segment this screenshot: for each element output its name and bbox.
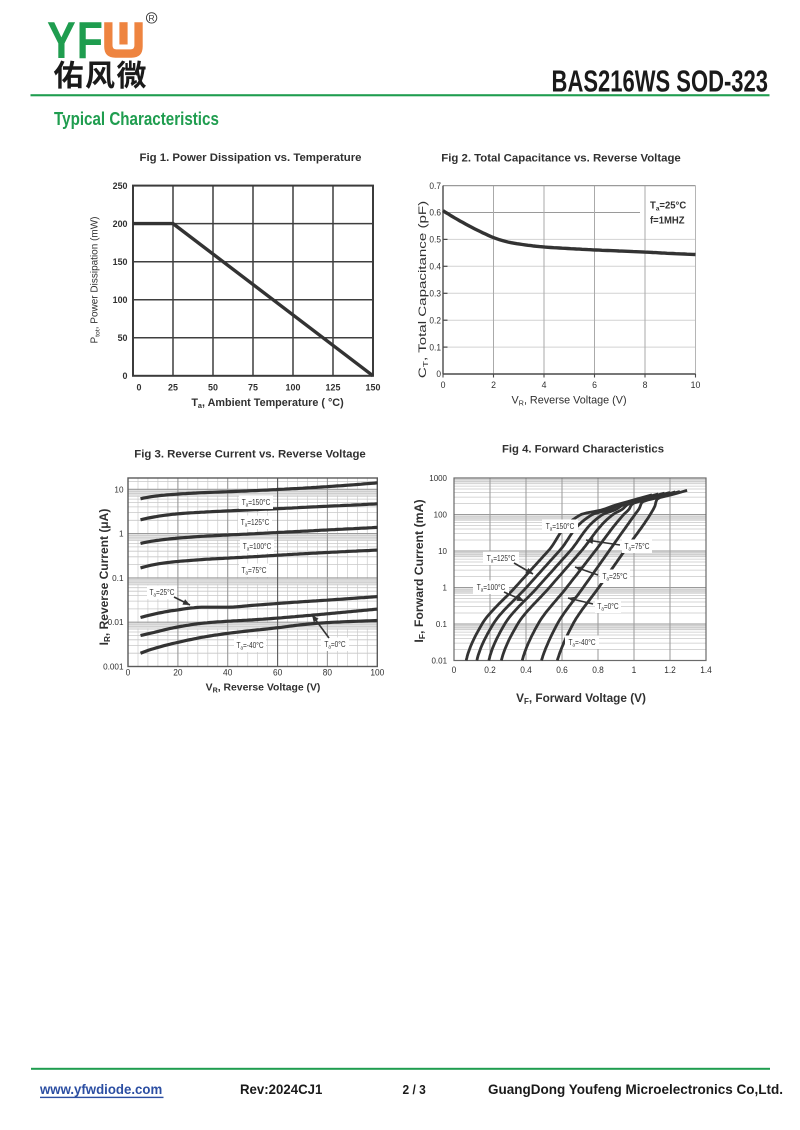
svg-text:Ta=75°C: Ta=75°C	[242, 565, 268, 576]
svg-text:Ta, Ambient Temperature ( °C): Ta, Ambient Temperature ( °C)	[191, 397, 344, 410]
svg-text:75: 75	[248, 382, 258, 392]
svg-text:0.01: 0.01	[108, 617, 124, 627]
svg-text:1: 1	[119, 528, 124, 538]
svg-text:0.001: 0.001	[103, 661, 124, 671]
svg-text:20: 20	[173, 667, 182, 677]
svg-text:100: 100	[370, 667, 384, 677]
svg-text:Ta=25°C: Ta=25°C	[150, 587, 176, 598]
svg-text:VF, Forward Voltage (V): VF, Forward Voltage (V)	[516, 691, 646, 706]
svg-text:0.6: 0.6	[429, 207, 441, 217]
svg-text:10: 10	[438, 547, 447, 556]
svg-text:10: 10	[114, 484, 123, 494]
svg-text:CT, Total Capacitance (pF): CT, Total Capacitance (pF)	[416, 201, 430, 378]
svg-text:IR, Reverse Current (μA): IR, Reverse Current (μA)	[97, 509, 112, 646]
svg-text:IF, Forward Current (mA): IF, Forward Current (mA)	[412, 499, 427, 642]
svg-text:100: 100	[434, 510, 448, 519]
svg-text:0: 0	[452, 665, 457, 675]
svg-text:Ta=75°C: Ta=75°C	[625, 541, 651, 552]
svg-text:GuangDong Youfeng Microelectro: GuangDong Youfeng Microelectronics Co,Lt…	[488, 1082, 783, 1097]
svg-text:150: 150	[366, 382, 381, 392]
svg-text:1: 1	[632, 665, 637, 675]
svg-text:Fig 2. Total Capacitance vs. R: Fig 2. Total Capacitance vs. Reverse Vol…	[441, 153, 681, 165]
svg-text:0: 0	[441, 380, 446, 390]
svg-text:200: 200	[113, 219, 128, 229]
svg-text:www.yfwdiode.com: www.yfwdiode.com	[39, 1082, 162, 1097]
svg-text:0.1: 0.1	[112, 573, 124, 583]
svg-text:Fig 1. Power Dissipation vs. T: Fig 1. Power Dissipation vs. Temperature	[140, 152, 362, 164]
svg-text:Ta=150°C: Ta=150°C	[242, 497, 271, 508]
svg-text:100: 100	[286, 382, 301, 392]
svg-text:Ta=0°C: Ta=0°C	[597, 601, 619, 612]
svg-text:Ta=-40°C: Ta=-40°C	[568, 637, 596, 648]
svg-text:25: 25	[168, 382, 178, 392]
svg-text:Ptot, Power Dissipation (mW): Ptot, Power Dissipation (mW)	[90, 216, 102, 343]
svg-text:0: 0	[123, 371, 128, 381]
svg-text:250: 250	[113, 181, 128, 191]
svg-text:80: 80	[323, 667, 332, 677]
svg-text:Ta=100°C: Ta=100°C	[477, 582, 506, 593]
svg-text:0.7: 0.7	[429, 181, 441, 191]
svg-text:1.2: 1.2	[664, 665, 676, 675]
svg-text:Ta=25°C: Ta=25°C	[650, 200, 686, 212]
svg-text:BAS216WS SOD-323: BAS216WS SOD-323	[552, 64, 768, 99]
svg-text:0.1: 0.1	[436, 620, 448, 629]
svg-text:Fig 4. Forward Characteristics: Fig 4. Forward Characteristics	[502, 444, 664, 456]
svg-text:R: R	[149, 13, 155, 23]
svg-text:2: 2	[491, 380, 496, 390]
svg-text:0.4: 0.4	[520, 665, 532, 675]
svg-text:Typical Characteristics: Typical Characteristics	[54, 109, 219, 130]
svg-text:Ta=125°C: Ta=125°C	[241, 517, 270, 528]
svg-text:1.4: 1.4	[700, 665, 712, 675]
svg-text:0.01: 0.01	[431, 656, 447, 665]
svg-text:2 / 3: 2 / 3	[403, 1083, 426, 1098]
svg-text:Fig 3. Reverse Current vs. Rev: Fig 3. Reverse Current vs. Reverse Volta…	[134, 449, 366, 461]
svg-text:60: 60	[273, 667, 282, 677]
svg-text:4: 4	[542, 380, 547, 390]
svg-text:0.3: 0.3	[429, 288, 441, 298]
svg-text:6: 6	[592, 380, 597, 390]
svg-text:0: 0	[436, 369, 441, 379]
svg-text:YF: YF	[47, 12, 104, 70]
svg-text:0.4: 0.4	[429, 261, 441, 271]
svg-text:0.2: 0.2	[429, 315, 441, 325]
svg-text:1: 1	[443, 583, 448, 592]
svg-text:50: 50	[118, 333, 128, 343]
svg-text:VR, Reverse Voltage (V): VR, Reverse Voltage (V)	[206, 683, 321, 695]
svg-text:Ta=25°C: Ta=25°C	[603, 571, 629, 582]
svg-text:0.5: 0.5	[429, 234, 441, 244]
svg-text:8: 8	[643, 380, 648, 390]
svg-text:0: 0	[137, 382, 142, 392]
svg-text:100: 100	[113, 295, 128, 305]
svg-text:Rev:2024CJ1: Rev:2024CJ1	[240, 1082, 323, 1097]
svg-text:150: 150	[113, 257, 128, 267]
svg-text:f=1MHZ: f=1MHZ	[650, 215, 685, 226]
svg-text:1000: 1000	[429, 474, 447, 483]
svg-text:0.1: 0.1	[429, 342, 441, 352]
svg-text:Ta=100°C: Ta=100°C	[243, 541, 272, 552]
svg-text:10: 10	[691, 380, 701, 390]
svg-text:VR, Reverse Voltage (V): VR, Reverse Voltage (V)	[511, 394, 626, 407]
svg-text:50: 50	[208, 382, 218, 392]
svg-text:0.6: 0.6	[556, 665, 568, 675]
svg-text:Ta=150°C: Ta=150°C	[546, 521, 575, 532]
svg-text:0.8: 0.8	[592, 665, 604, 675]
svg-text:0: 0	[126, 667, 131, 677]
svg-text:0.2: 0.2	[484, 665, 496, 675]
svg-text:Ta=0°C: Ta=0°C	[324, 639, 346, 650]
svg-text:40: 40	[223, 667, 232, 677]
svg-text:Ta=125°C: Ta=125°C	[487, 553, 516, 564]
svg-text:Ta=-40°C: Ta=-40°C	[236, 640, 264, 651]
svg-text:125: 125	[326, 382, 341, 392]
